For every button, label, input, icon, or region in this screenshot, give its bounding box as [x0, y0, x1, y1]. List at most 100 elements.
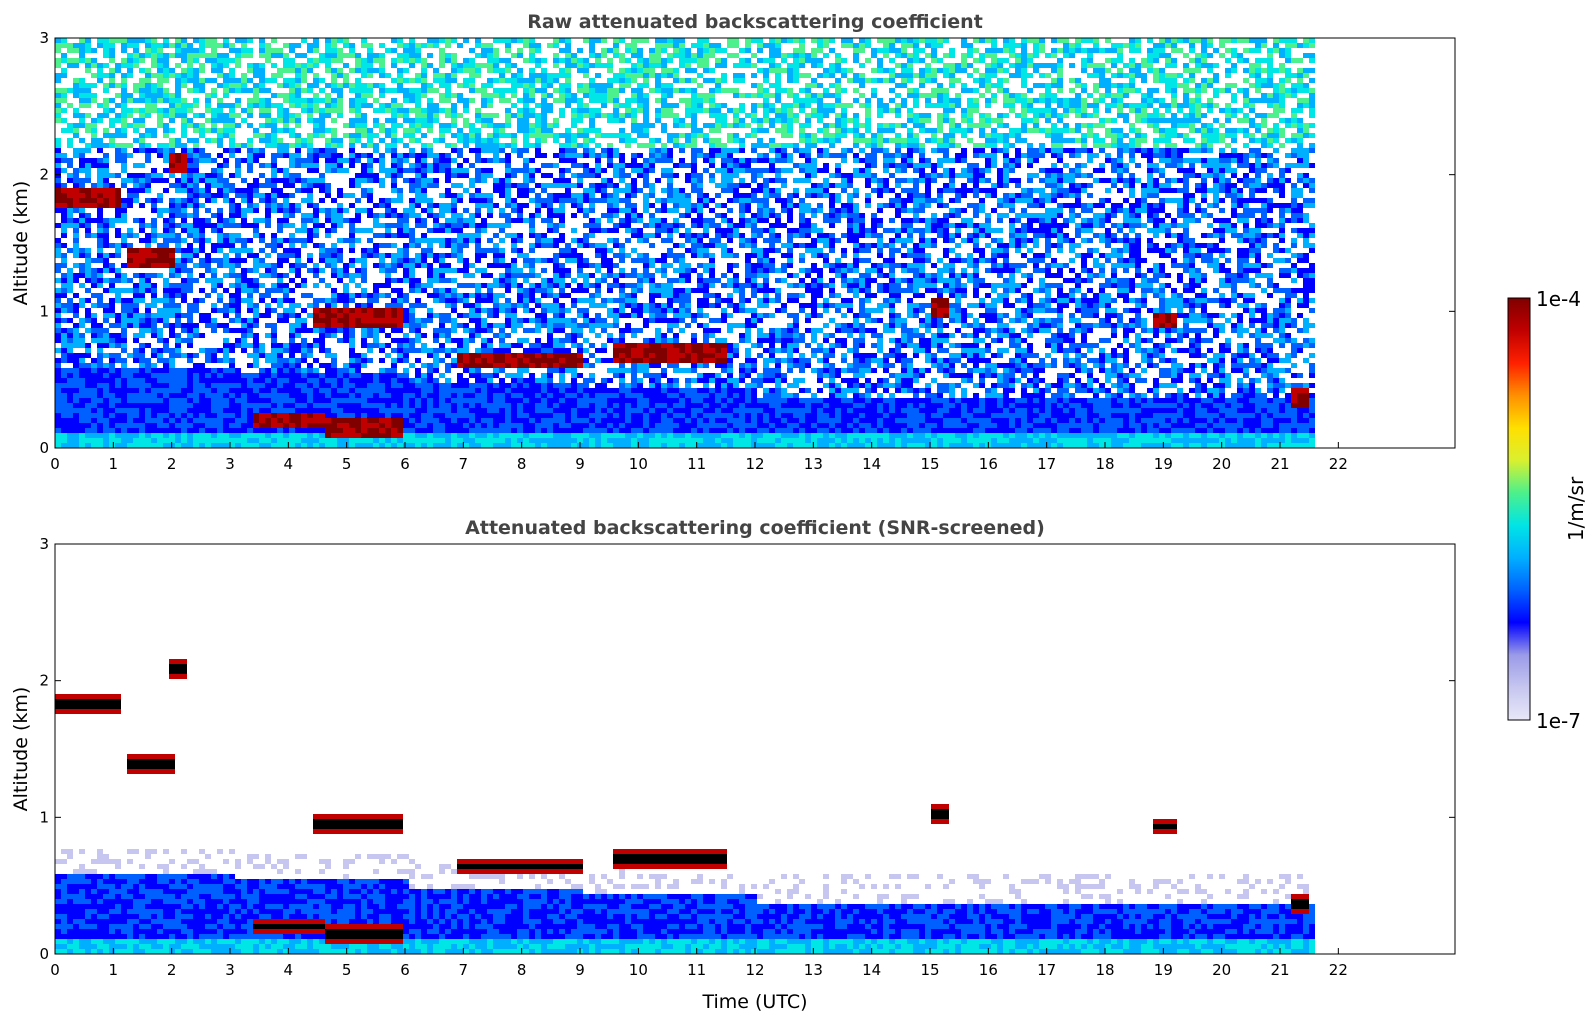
- heatmap-cell: [361, 128, 367, 133]
- heatmap-cell: [79, 153, 85, 158]
- heatmap-cell: [499, 403, 505, 408]
- heatmap-cell: [151, 223, 157, 228]
- heatmap-cell: [67, 63, 73, 68]
- heatmap-cell: [559, 223, 565, 228]
- heatmap-cell: [277, 423, 283, 428]
- heatmap-cell: [319, 58, 325, 63]
- heatmap-cell: [289, 303, 295, 308]
- heatmap-cell: [265, 243, 271, 248]
- heatmap-cell: [499, 368, 505, 373]
- heatmap-cell: [211, 38, 217, 43]
- heatmap-cell: [61, 53, 67, 58]
- heatmap-cell: [361, 358, 367, 363]
- heatmap-cell: [553, 348, 559, 353]
- heatmap-cell: [463, 123, 469, 128]
- heatmap-cell: [409, 243, 415, 248]
- heatmap-cell: [469, 273, 475, 278]
- heatmap-cell: [523, 203, 529, 208]
- heatmap-cell: [337, 433, 343, 438]
- heatmap-cell: [301, 108, 307, 113]
- heatmap-cell: [253, 258, 259, 263]
- heatmap-cell: [301, 398, 307, 403]
- heatmap-cell: [553, 293, 559, 298]
- heatmap-cell: [217, 53, 223, 58]
- heatmap-cell: [415, 388, 421, 393]
- heatmap-cell: [517, 113, 523, 118]
- heatmap-cell: [73, 238, 79, 243]
- heatmap-cell: [379, 383, 385, 388]
- heatmap-cell: [157, 83, 163, 88]
- heatmap-cell: [133, 263, 139, 268]
- heatmap-cell: [55, 223, 61, 228]
- heatmap-cell: [301, 263, 307, 268]
- heatmap-cell: [403, 348, 409, 353]
- heatmap-cell: [397, 313, 403, 318]
- heatmap-cell: [103, 413, 109, 418]
- heatmap-cell: [73, 58, 79, 63]
- heatmap-cell: [97, 218, 103, 223]
- heatmap-cell: [469, 283, 475, 288]
- heatmap-cell: [175, 323, 181, 328]
- heatmap-cell: [175, 48, 181, 53]
- heatmap-cell: [277, 118, 283, 123]
- heatmap-cell: [121, 88, 127, 93]
- heatmap-cell: [451, 133, 457, 138]
- heatmap-cell: [547, 363, 553, 368]
- heatmap-cell: [349, 223, 355, 228]
- heatmap-cell: [259, 368, 265, 373]
- heatmap-cell: [457, 388, 463, 393]
- heatmap-cell: [241, 198, 247, 203]
- heatmap-cell: [109, 143, 115, 148]
- heatmap-cell: [541, 258, 547, 263]
- heatmap-cell: [439, 313, 445, 318]
- heatmap-cell: [439, 223, 445, 228]
- heatmap-cell: [151, 48, 157, 53]
- heatmap-cell: [457, 128, 463, 133]
- heatmap-cell: [229, 58, 235, 63]
- heatmap-cell: [121, 213, 127, 218]
- heatmap-cell: [217, 293, 223, 298]
- heatmap-cell: [469, 218, 475, 223]
- heatmap-cell: [97, 243, 103, 248]
- heatmap-cell: [541, 128, 547, 133]
- heatmap-cell: [331, 423, 337, 428]
- heatmap-cell: [145, 423, 151, 428]
- heatmap-cell: [223, 113, 229, 118]
- heatmap-cell: [529, 418, 535, 423]
- heatmap-cell: [469, 393, 475, 398]
- heatmap-cell: [259, 378, 265, 383]
- heatmap-cell: [355, 368, 361, 373]
- heatmap-cell: [295, 228, 301, 233]
- heatmap-cell: [229, 83, 235, 88]
- heatmap-cell: [481, 53, 487, 58]
- heatmap-cell: [253, 303, 259, 308]
- heatmap-cell: [295, 133, 301, 138]
- heatmap-cell: [547, 408, 553, 413]
- heatmap-cell: [229, 263, 235, 268]
- heatmap-cell: [205, 153, 211, 158]
- heatmap-cell: [529, 68, 535, 73]
- heatmap-cell: [247, 48, 253, 53]
- heatmap-cell: [337, 388, 343, 393]
- heatmap-cell: [559, 158, 565, 163]
- heatmap-cell: [331, 58, 337, 63]
- heatmap-cell: [241, 48, 247, 53]
- heatmap-cell: [145, 108, 151, 113]
- heatmap-cell: [403, 113, 409, 118]
- heatmap-cell: [379, 63, 385, 68]
- heatmap-cell: [103, 363, 109, 368]
- heatmap-cell: [133, 198, 139, 203]
- heatmap-cell: [325, 368, 331, 373]
- heatmap-cell: [433, 428, 439, 433]
- heatmap-cell: [325, 403, 331, 408]
- heatmap-cell: [493, 188, 499, 193]
- heatmap-cell: [175, 203, 181, 208]
- heatmap-cell: [79, 48, 85, 53]
- heatmap-cell: [361, 248, 367, 253]
- heatmap-cell: [523, 428, 529, 433]
- heatmap-cell: [289, 98, 295, 103]
- heatmap-cell: [97, 68, 103, 73]
- heatmap-cell: [337, 58, 343, 63]
- heatmap-cell: [199, 298, 205, 303]
- heatmap-cell: [181, 213, 187, 218]
